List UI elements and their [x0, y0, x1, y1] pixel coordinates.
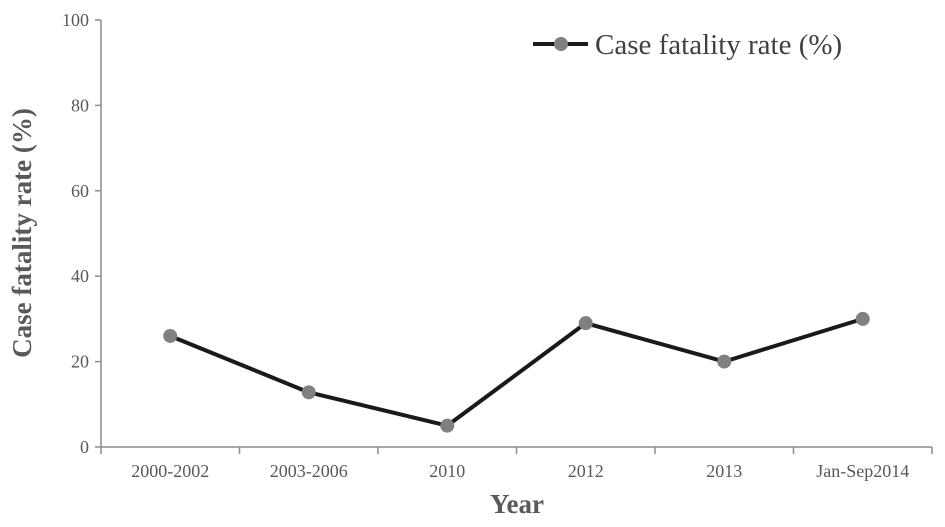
- data-point: [578, 316, 593, 331]
- x-axis-ticks: 2000-2002 2003-2006 2010 2012 2013 Jan-Sep201…: [100, 447, 933, 481]
- y-tick-label: 20: [71, 352, 89, 372]
- x-tick-label: 2013: [706, 461, 742, 481]
- x-tick-label: 2003-2006: [270, 461, 348, 481]
- y-tick-label: 100: [62, 10, 89, 30]
- y-axis-ticks: 0 20 40 60 80 100: [62, 10, 101, 457]
- x-tick-label: 2010: [429, 461, 465, 481]
- data-point: [717, 354, 732, 369]
- data-point: [301, 385, 316, 400]
- x-tick-label: 2012: [568, 461, 604, 481]
- x-axis-title: Year: [490, 489, 544, 519]
- series-layer: [163, 311, 870, 433]
- x-tick-label: 2000-2002: [131, 461, 209, 481]
- axes: [100, 20, 932, 448]
- series-line: [169, 316, 864, 428]
- data-point: [163, 328, 178, 343]
- legend-series-label: Case fatality rate (%): [595, 29, 842, 61]
- legend: Case fatality rate (%): [533, 29, 842, 61]
- y-tick-label: 60: [71, 181, 89, 201]
- y-tick-label: 0: [80, 437, 89, 457]
- y-tick-label: 80: [71, 95, 89, 115]
- data-point: [855, 311, 870, 326]
- x-tick-label: Jan-Sep2014: [816, 461, 909, 481]
- data-point: [440, 418, 455, 433]
- y-axis-title: Case fatality rate (%): [7, 108, 37, 358]
- y-tick-label: 40: [71, 266, 89, 286]
- legend-marker-swatch: [554, 37, 568, 51]
